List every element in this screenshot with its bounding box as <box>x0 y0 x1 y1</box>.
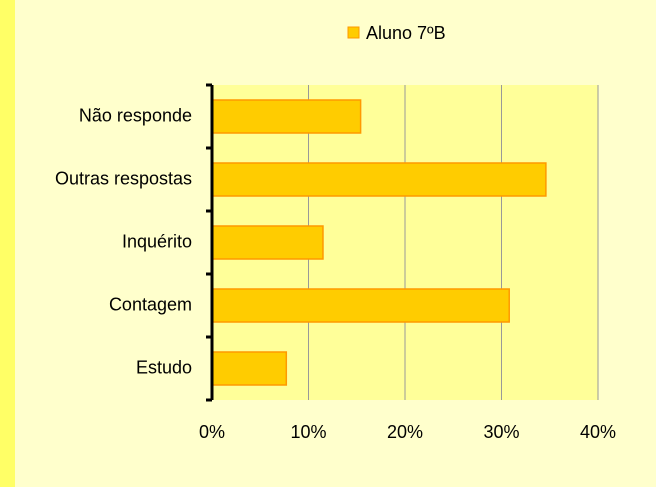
left-strip <box>0 0 15 487</box>
x-tick-label: 20% <box>387 422 423 442</box>
x-tick-label: 40% <box>580 422 616 442</box>
bar <box>211 288 510 323</box>
x-tick-label: 0% <box>199 422 225 442</box>
y-tick-label: Não responde <box>79 105 192 125</box>
bar <box>211 162 547 197</box>
x-tick-label: 30% <box>483 422 519 442</box>
bar <box>211 225 324 260</box>
legend-swatch <box>347 26 360 39</box>
y-tick-label: Outras respostas <box>55 168 192 188</box>
y-tick-label: Estudo <box>136 357 192 377</box>
x-tick-label: 10% <box>290 422 326 442</box>
legend-label: Aluno 7ºB <box>366 23 446 43</box>
bar <box>211 99 362 134</box>
bar <box>211 351 288 386</box>
y-tick-label: Contagem <box>109 294 192 314</box>
y-tick-label: Inquérito <box>122 231 192 251</box>
